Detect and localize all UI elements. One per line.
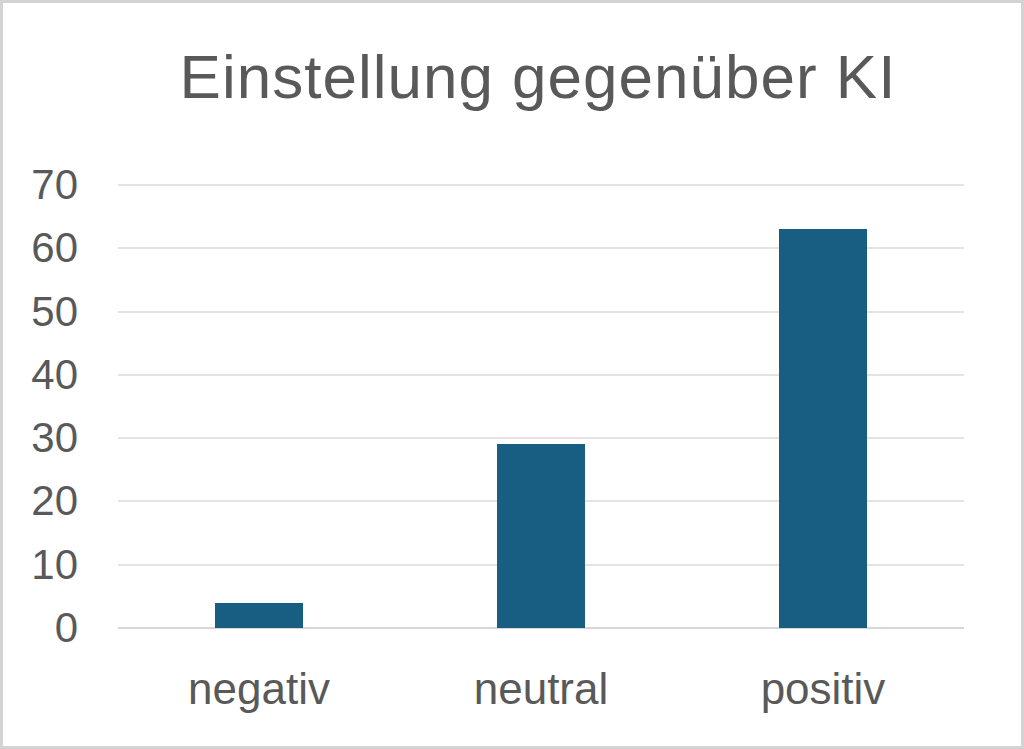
y-tick-label-0: 0 [3,603,78,653]
x-tick-label-negativ: negativ [118,663,400,715]
plot-area [118,185,964,628]
bar-neutral [497,444,585,628]
chart-frame: Einstellung gegenüber KI 70 60 50 40 30 20 10 0… [0,0,1024,749]
bar-negativ [215,603,303,628]
x-tick-label-neutral: neutral [400,663,682,715]
y-tick-label-30: 30 [3,413,78,463]
y-tick-label-70: 70 [3,160,78,210]
y-tick-label-10: 10 [3,540,78,590]
chart-title: Einstellung gegenüber KI [115,43,961,111]
y-tick-label-60: 60 [3,223,78,273]
gridline-y-70 [118,184,964,186]
y-tick-label-20: 20 [3,476,78,526]
bar-positiv [779,229,867,628]
y-tick-label-50: 50 [3,287,78,337]
x-tick-label-positiv: positiv [682,663,964,715]
y-tick-label-40: 40 [3,350,78,400]
